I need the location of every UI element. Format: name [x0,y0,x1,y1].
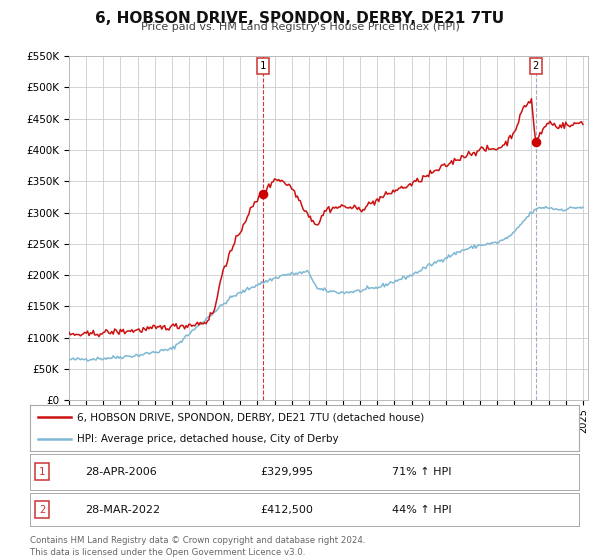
Text: 6, HOBSON DRIVE, SPONDON, DERBY, DE21 7TU: 6, HOBSON DRIVE, SPONDON, DERBY, DE21 7T… [95,11,505,26]
Point [531,138,541,147]
Text: 2: 2 [532,62,539,71]
Text: HPI: Average price, detached house, City of Derby: HPI: Average price, detached house, City… [77,435,338,444]
Text: Price paid vs. HM Land Registry's House Price Index (HPI): Price paid vs. HM Land Registry's House … [140,22,460,32]
Text: 1: 1 [39,467,45,477]
Text: This data is licensed under the Open Government Licence v3.0.: This data is licensed under the Open Gov… [30,548,305,557]
Text: 28-APR-2006: 28-APR-2006 [85,467,157,477]
Text: 6, HOBSON DRIVE, SPONDON, DERBY, DE21 7TU (detached house): 6, HOBSON DRIVE, SPONDON, DERBY, DE21 7T… [77,412,424,422]
Text: £412,500: £412,500 [260,505,313,515]
Text: 71% ↑ HPI: 71% ↑ HPI [392,467,452,477]
Text: £329,995: £329,995 [260,467,314,477]
Text: Contains HM Land Registry data © Crown copyright and database right 2024.: Contains HM Land Registry data © Crown c… [30,536,365,545]
Text: 44% ↑ HPI: 44% ↑ HPI [392,505,452,515]
Point [258,189,268,198]
Text: 1: 1 [260,62,266,71]
Text: 28-MAR-2022: 28-MAR-2022 [85,505,160,515]
Text: 2: 2 [39,505,45,515]
